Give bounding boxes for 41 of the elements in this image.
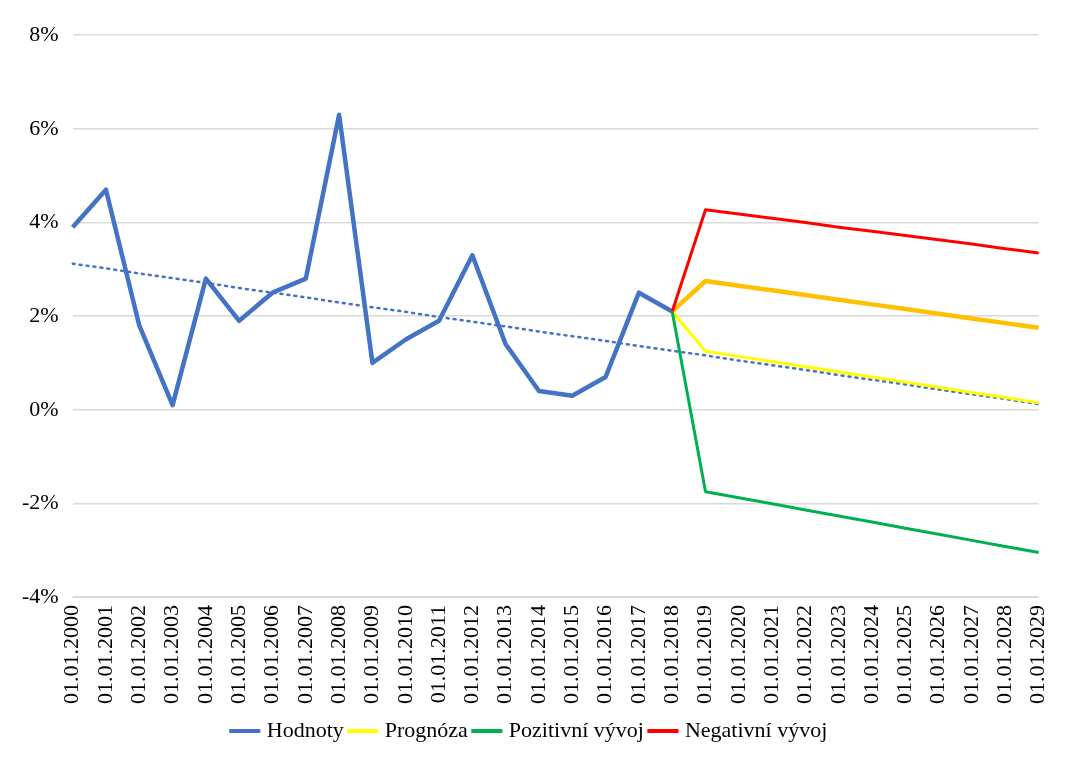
x-tick-label: 01.01.2011 [424, 605, 450, 704]
x-tick-label: 01.01.2019 [691, 605, 717, 704]
x-tick-label: 01.01.2017 [624, 605, 650, 704]
x-tick-label: 01.01.2014 [524, 605, 550, 704]
x-tick-label: 01.01.2003 [158, 605, 184, 704]
legend-label: Prognóza [384, 716, 469, 742]
y-tick-label: 8% [29, 20, 59, 46]
x-tick-label: 01.01.2025 [891, 605, 917, 704]
x-tick-label: 01.01.2004 [191, 605, 217, 704]
x-tick-label: 01.01.2028 [991, 605, 1017, 704]
x-tick-label: 01.01.2001 [91, 605, 117, 704]
x-tick-label: 01.01.2024 [857, 605, 883, 704]
x-tick-label: 01.01.2022 [791, 605, 817, 704]
x-tick-label: 01.01.2018 [657, 605, 683, 704]
x-tick-label: 01.01.2016 [591, 605, 617, 704]
y-tick-label: -2% [22, 489, 59, 515]
x-tick-label: 01.01.2006 [258, 605, 284, 704]
x-tick-label: 01.01.2000 [58, 605, 84, 704]
x-tick-label: 01.01.2009 [358, 605, 384, 704]
x-tick-label: 01.01.2015 [558, 605, 584, 704]
x-tick-label: 01.01.2005 [224, 605, 250, 704]
x-tick-label: 01.01.2021 [757, 605, 783, 704]
x-tick-label: 01.01.2026 [924, 605, 950, 704]
y-tick-label: 2% [29, 301, 59, 327]
y-tick-label: -4% [22, 582, 59, 608]
x-tick-label: 01.01.2012 [458, 605, 484, 704]
x-tick-label: 01.01.2029 [1024, 605, 1050, 704]
y-tick-label: 0% [29, 395, 59, 421]
y-tick-label: 6% [29, 114, 59, 140]
x-tick-label: 01.01.2002 [125, 605, 151, 704]
x-tick-label: 01.01.2027 [957, 605, 983, 704]
x-tick-label: 01.01.2008 [324, 605, 350, 704]
x-tick-label: 01.01.2023 [824, 605, 850, 704]
x-tick-label: 01.01.2020 [724, 605, 750, 704]
y-tick-label: 4% [29, 208, 59, 234]
legend-label: Hodnoty [266, 716, 344, 742]
legend-label: Pozitivní vývoj [508, 716, 644, 742]
x-tick-label: 01.01.2013 [491, 605, 517, 704]
legend-label: Negativní vývoj [684, 716, 828, 742]
x-tick-label: 01.01.2007 [291, 605, 317, 704]
x-tick-label: 01.01.2010 [391, 605, 417, 704]
